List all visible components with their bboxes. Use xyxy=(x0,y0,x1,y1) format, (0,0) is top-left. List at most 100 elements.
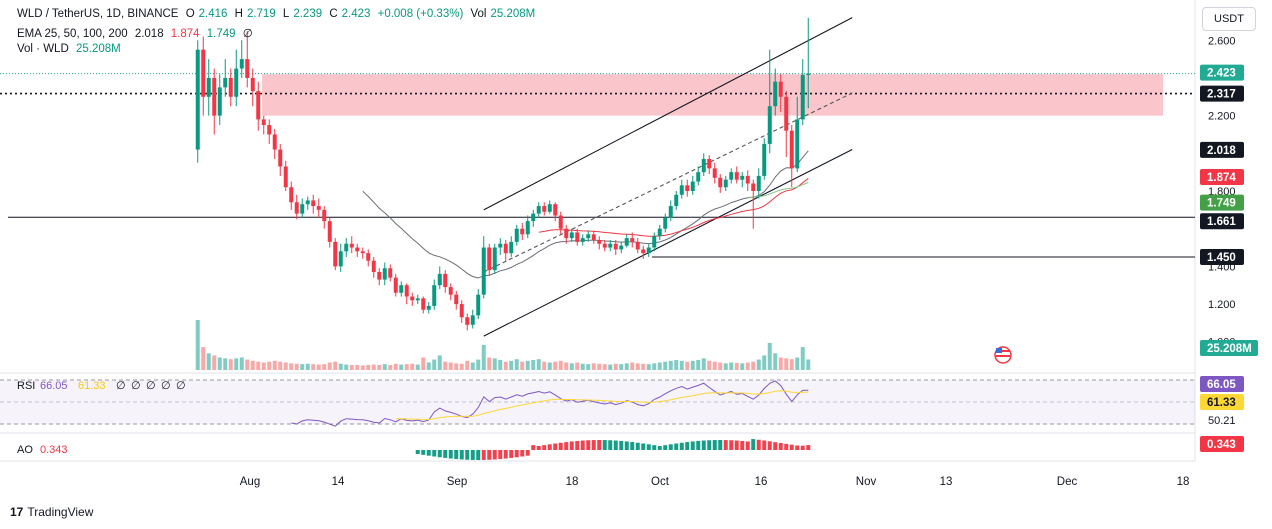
ao-bar xyxy=(806,445,811,450)
volume-bar xyxy=(283,362,288,370)
candle xyxy=(701,153,706,176)
volume-bar xyxy=(536,359,541,370)
rsi-axis-badge-text: 66.05 xyxy=(1207,379,1236,391)
price-badge: 1.749 xyxy=(1200,194,1244,211)
price-badge-bg xyxy=(1200,64,1244,81)
candle-body xyxy=(415,298,420,301)
price-badge: 2.423 xyxy=(1200,64,1244,81)
volume-bar xyxy=(542,361,547,370)
rsi-axis-badge xyxy=(1200,376,1244,392)
ao-bar xyxy=(646,444,651,450)
candle-body xyxy=(432,285,437,306)
ao-bar xyxy=(536,446,541,450)
volume-bar xyxy=(443,361,448,370)
candle xyxy=(223,59,228,97)
ao-bar xyxy=(624,441,629,450)
rsi-extra-value: ∅ xyxy=(161,380,171,392)
volume-bar xyxy=(674,360,679,370)
candle-body xyxy=(597,239,602,244)
candle-body xyxy=(800,74,805,120)
channel-upper-line xyxy=(483,17,853,211)
candle-body xyxy=(536,206,541,214)
candle-body xyxy=(674,194,679,207)
candle-body xyxy=(338,251,343,267)
ao-bar xyxy=(630,442,635,450)
candle xyxy=(498,238,503,256)
ao-bar xyxy=(762,440,767,450)
candle xyxy=(272,128,277,159)
rsi-label: RSI xyxy=(17,380,35,392)
candle-body xyxy=(509,241,514,254)
candle-body xyxy=(487,247,492,271)
candle-body xyxy=(751,183,756,191)
candle-body xyxy=(602,243,607,248)
ao-value-text: 0.343 xyxy=(40,444,68,456)
candle-body xyxy=(476,294,481,316)
volume-bar xyxy=(195,320,200,370)
candle-body xyxy=(668,206,673,218)
volume-bar xyxy=(591,363,596,370)
volume-bar xyxy=(514,359,519,370)
ao-bar xyxy=(421,450,426,455)
ema50-value: 1.874 xyxy=(170,28,200,40)
ao-bar xyxy=(597,440,602,450)
currency-button[interactable]: USDT xyxy=(1202,7,1256,31)
candle xyxy=(399,281,404,297)
candle-body xyxy=(371,260,376,273)
volume-legend[interactable]: Vol · WLD 25.208M xyxy=(17,43,125,55)
candle-body xyxy=(261,119,266,126)
candle xyxy=(448,283,453,301)
volume-bar xyxy=(234,358,239,370)
candle-body xyxy=(426,305,431,310)
candle xyxy=(608,239,613,252)
volume-bar xyxy=(613,363,618,370)
rsi-extra-value: ∅ xyxy=(131,380,141,392)
candle xyxy=(635,238,640,254)
candle-body xyxy=(459,304,464,318)
volume-bar xyxy=(756,359,761,370)
x-tick-label: 18 xyxy=(566,476,579,488)
candle-body xyxy=(778,81,783,97)
volume-bar xyxy=(388,365,393,370)
ema25-line xyxy=(362,150,809,279)
candle-body xyxy=(723,179,728,188)
volume-bar xyxy=(432,359,437,370)
candle xyxy=(767,49,772,154)
channel-mid-line xyxy=(483,92,853,273)
candle xyxy=(316,198,321,218)
candle xyxy=(597,236,602,250)
x-tick-label: Aug xyxy=(240,476,260,488)
tradingview-icon: 17 xyxy=(10,505,24,519)
ao-bar xyxy=(564,442,569,450)
volume-bar xyxy=(448,362,453,370)
ao-bar xyxy=(432,450,437,457)
candle xyxy=(674,191,679,210)
candle-body xyxy=(289,187,294,203)
ao-bar xyxy=(778,443,783,450)
volume-bar xyxy=(778,357,783,370)
candle-body xyxy=(586,234,591,239)
candle-body xyxy=(212,77,217,116)
tradingview-logo[interactable]: 17 TradingView xyxy=(10,505,93,519)
volume-bar xyxy=(690,360,695,370)
volume-bar xyxy=(470,362,475,370)
price-badge: 2.317 xyxy=(1200,85,1244,102)
candle xyxy=(718,174,723,193)
vol-value: 25.208M xyxy=(490,8,536,20)
candle xyxy=(602,239,607,252)
candle-body xyxy=(701,158,706,173)
candle-body xyxy=(300,204,305,214)
ao-bar xyxy=(613,440,618,450)
ao-bar xyxy=(448,450,453,459)
candle xyxy=(630,232,635,248)
volume-bar xyxy=(751,361,756,370)
x-tick-label: Oct xyxy=(651,476,670,488)
ao-bar xyxy=(459,450,464,460)
ema-legend[interactable]: EMA 25, 50, 100, 200 2.018 1.874 1.749 ∅ xyxy=(17,26,257,40)
volume-bar xyxy=(624,363,629,370)
volume-bar xyxy=(789,359,794,370)
symbol-name[interactable]: WLD / TetherUS, 1D, BINANCE xyxy=(17,8,179,20)
candle xyxy=(619,241,624,254)
price-badge: 2.018 xyxy=(1200,141,1244,158)
